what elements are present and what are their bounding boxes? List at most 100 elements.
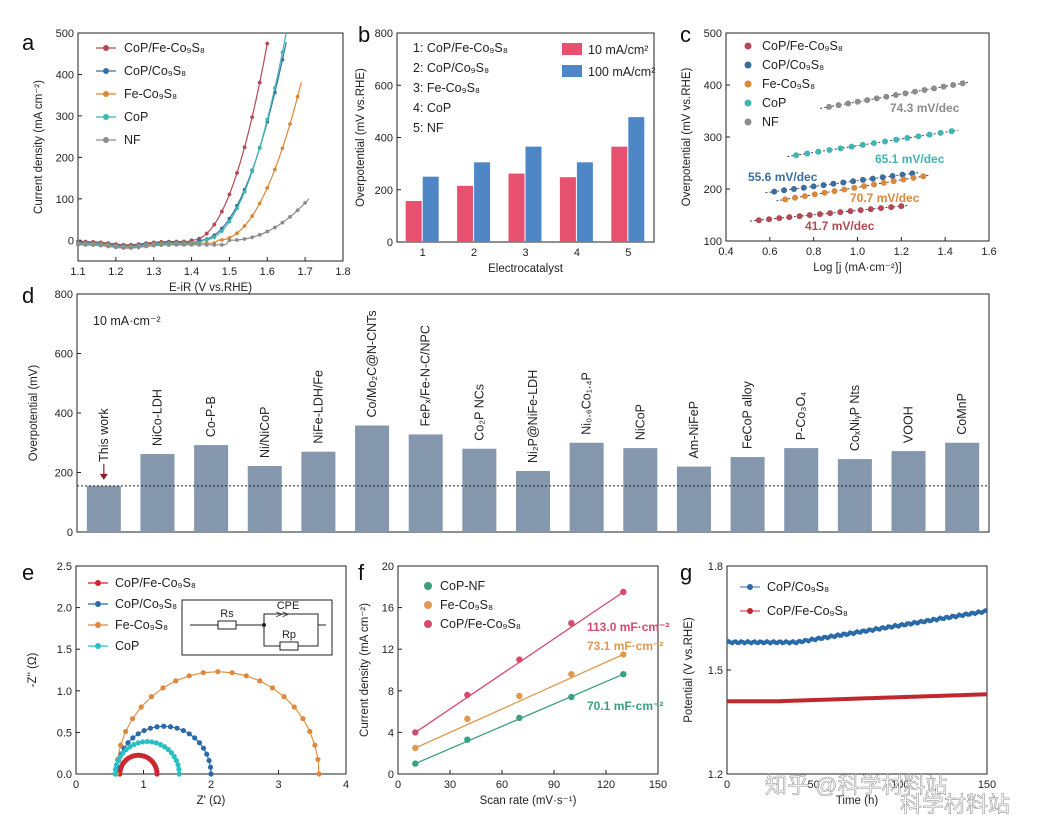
y-tick-label: 1.8: [708, 561, 723, 573]
data-point: [136, 245, 141, 250]
legend-label: CoP/Fe-Co₉S₈: [115, 576, 196, 590]
data-point: [815, 148, 822, 155]
data-point: [295, 208, 300, 213]
data-point: [568, 620, 575, 627]
data-point: [204, 238, 209, 242]
data-point: [138, 704, 144, 710]
data-point: [869, 175, 876, 182]
data-point: [219, 238, 224, 242]
data-point: [207, 764, 214, 770]
data-point: [265, 185, 270, 190]
data-point: [242, 145, 247, 150]
y-axis-title: Current density (mA cm⁻²): [33, 80, 45, 214]
data-point: [568, 670, 575, 678]
data-point: [782, 196, 789, 203]
cpe-label: CPE: [277, 600, 300, 612]
data-point: [229, 670, 235, 676]
data-point: [242, 224, 247, 228]
data-point: [76, 242, 80, 247]
x-tick-label: 90: [548, 779, 560, 791]
y-tick-label: 300: [704, 132, 722, 144]
x-tick-label: 50: [808, 779, 820, 791]
data-point: [154, 771, 160, 777]
data-point: [835, 102, 842, 109]
data-point: [915, 133, 922, 140]
data-point: [857, 207, 864, 214]
plot-frame: [397, 565, 659, 775]
data-point: [790, 185, 797, 192]
legend-marker: [424, 582, 432, 590]
bar-category-label: NiCoP: [633, 404, 647, 440]
data-point: [265, 117, 270, 122]
legend-label: CoP/Co₉S₈: [762, 58, 824, 72]
y-tick-label: 600: [375, 80, 393, 92]
bar: [891, 451, 926, 532]
tafel-slope-label: 65.1 mV/dec: [875, 152, 945, 166]
data-point: [129, 246, 133, 250]
x-axis-title: Z' (Ω): [197, 795, 226, 807]
panel-c: 100 200 300 400 500 0.4 0.6 0.8 1.0 1.2 1.4 1.6 Log …: [681, 28, 997, 274]
bar: [86, 485, 121, 532]
data-point: [412, 744, 419, 752]
data-point: [516, 692, 523, 700]
data-point: [920, 173, 927, 180]
data-point: [864, 97, 871, 104]
data-point: [620, 651, 627, 658]
y-tick-label: 400: [375, 133, 393, 145]
y-tick-label: 12: [382, 644, 394, 656]
data-point: [816, 211, 823, 218]
data-point: [197, 238, 202, 243]
panel-b: 0 200 400 600 800 1 2 3 4 5 Electrocatalyst Overpot…: [355, 28, 655, 275]
catalyst-key: 1: CoP/Fe-Co₉S₈: [413, 41, 508, 55]
data-point: [464, 715, 471, 723]
bar-category-label: Co/Mo₂C@N-CNTs: [365, 310, 379, 417]
data-point: [153, 740, 159, 746]
data-point: [904, 135, 911, 142]
rp-resistor: [279, 641, 299, 651]
panel-label: c: [680, 22, 691, 47]
x-tick-label: 120: [597, 779, 615, 791]
x-axis-title: Scan rate (mV·s⁻¹): [480, 795, 577, 807]
y-tick-label: 1.0: [57, 686, 72, 698]
data-point: [112, 766, 119, 772]
data-point: [227, 219, 232, 224]
y-tick-label: 200: [704, 184, 722, 196]
data-point: [200, 745, 207, 751]
y-tick-label: 500: [704, 28, 722, 40]
circuit-inset: >> Rs CPE Rp: [181, 599, 333, 656]
data-point: [793, 152, 800, 159]
legend-label: CoP/Co₉S₈: [767, 580, 829, 594]
data-point: [161, 744, 168, 750]
data-point: [847, 208, 854, 215]
x-tick-label: 1: [420, 247, 426, 259]
x-tick-label: 1.6: [981, 246, 996, 258]
watermark-subtext: 科学材料站: [900, 792, 1010, 817]
rs-label: Rs: [220, 608, 234, 620]
data-point: [125, 740, 131, 746]
bar: [569, 442, 604, 532]
data-point: [877, 205, 884, 212]
data-point: [157, 741, 164, 748]
data-point: [892, 92, 899, 99]
x-tick-label: 1.2: [894, 246, 909, 258]
legend-label: CoP: [115, 639, 139, 653]
y-axis-title: Overpotential (mV vs.RHE): [355, 68, 367, 207]
data-point: [257, 145, 262, 150]
x-tick-label: 4: [343, 779, 349, 791]
bar: [408, 434, 443, 532]
stability-curve: [727, 692, 988, 704]
panel-label: b: [358, 22, 370, 47]
y-tick-label: 400: [55, 408, 73, 420]
y-tick-label: 400: [56, 69, 74, 81]
data-point: [950, 81, 957, 88]
data-point: [810, 183, 817, 190]
data-point: [837, 209, 844, 216]
data-point: [166, 243, 171, 247]
data-point: [212, 235, 217, 240]
data-point: [776, 215, 783, 222]
y-tick-label: 8: [388, 686, 394, 698]
data-point: [144, 738, 150, 745]
series-line: [77, 198, 310, 249]
x-tick-label: 150: [649, 779, 667, 791]
legend-label: NF: [124, 133, 141, 147]
